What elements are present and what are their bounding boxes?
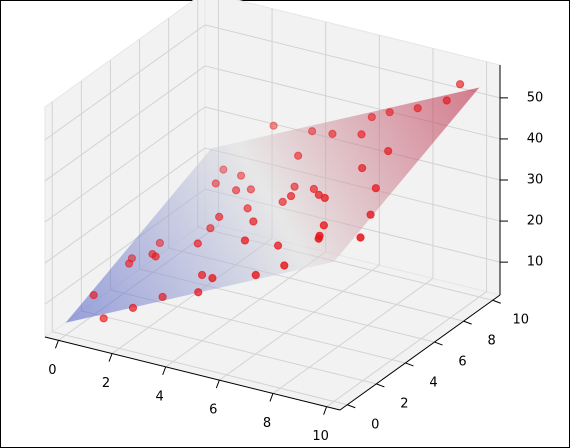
x-tick [323, 406, 328, 415]
point [246, 185, 255, 194]
point [89, 290, 98, 300]
point [384, 146, 393, 156]
y-tick [376, 383, 385, 388]
point [356, 233, 365, 242]
point [155, 238, 164, 248]
x-tick-label: 6 [209, 403, 217, 418]
y-tick [434, 341, 443, 346]
point [315, 231, 324, 240]
point [278, 197, 287, 206]
point [294, 151, 303, 160]
point [231, 186, 241, 195]
point [286, 191, 296, 201]
point [366, 210, 375, 219]
z-tick-label: 10 [527, 255, 544, 270]
point [236, 171, 246, 180]
point [367, 112, 376, 122]
point [251, 270, 260, 280]
y-tick-label: 8 [487, 334, 495, 349]
point [371, 184, 380, 193]
point [320, 193, 329, 203]
point [290, 182, 299, 191]
point [442, 96, 451, 105]
x-tick [54, 340, 59, 349]
point [385, 108, 394, 117]
point [269, 121, 278, 130]
point [309, 184, 318, 194]
z-tick-label: 20 [527, 214, 544, 229]
point [328, 129, 337, 138]
point [319, 221, 328, 230]
x-tick [108, 353, 113, 362]
z-tick-label: 30 [527, 173, 544, 188]
surface [65, 87, 480, 323]
x-tick [162, 366, 167, 376]
point [240, 236, 250, 245]
x-tick-label: 10 [312, 429, 329, 444]
y-tick-label: 0 [371, 417, 379, 432]
point [243, 204, 252, 213]
y-tick-label: 2 [400, 396, 408, 411]
point [208, 274, 217, 283]
z-tick-label: 50 [527, 90, 544, 105]
x-tick [215, 379, 220, 389]
point [308, 127, 317, 136]
point [206, 224, 215, 233]
point [158, 292, 167, 302]
x-tick-label: 0 [48, 363, 56, 378]
y-tick [347, 404, 356, 409]
x-tick [269, 393, 274, 402]
point [128, 303, 138, 312]
y-tick [492, 299, 501, 304]
x-tick-label: 4 [156, 389, 164, 404]
point [455, 80, 465, 89]
point [273, 241, 283, 250]
axis-line [44, 65, 501, 411]
grid-line [44, 65, 501, 182]
z-tick-label: 40 [527, 131, 544, 146]
point [215, 212, 224, 221]
point [124, 259, 134, 268]
point [358, 163, 367, 173]
point [211, 179, 220, 188]
point [148, 249, 157, 259]
point [413, 104, 422, 113]
y-tick-label: 6 [458, 355, 466, 370]
point [194, 288, 203, 297]
grid-line [44, 24, 501, 141]
y-tick [463, 320, 472, 325]
point [197, 270, 207, 280]
y-tick-label: 4 [429, 375, 437, 390]
x-tick-label: 2 [102, 376, 110, 391]
y-tick [405, 362, 414, 367]
point [219, 165, 228, 174]
y-tick-label: 10 [512, 313, 529, 328]
point [193, 239, 202, 248]
point [357, 130, 366, 139]
point [280, 261, 289, 270]
x-tick-label: 8 [263, 416, 271, 431]
point [249, 217, 258, 226]
point [99, 314, 108, 323]
